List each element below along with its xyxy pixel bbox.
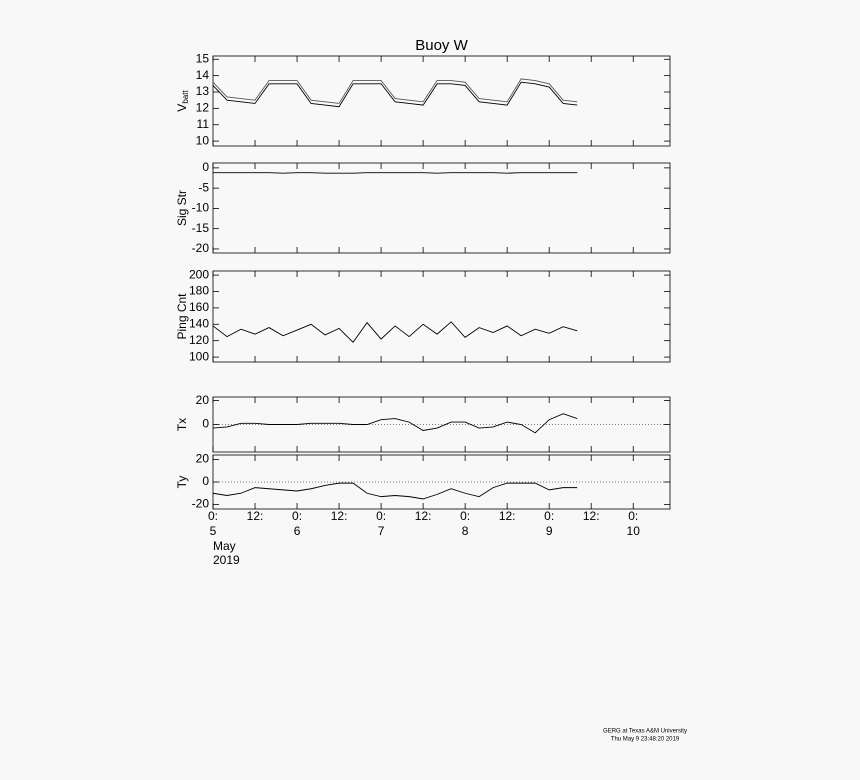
y-axis-label-text: V xyxy=(175,104,189,112)
x-tick-day: 7 xyxy=(378,524,385,538)
y-tick-label: -20 xyxy=(192,497,210,511)
y-axis-label-text: Sig Str xyxy=(175,190,189,226)
y-axis-label-text: Ty xyxy=(175,476,189,489)
x-tick-label: 12: xyxy=(583,509,600,523)
y-tick-label: -10 xyxy=(192,201,210,215)
footer-line: GERG at Texas A&M University xyxy=(603,729,687,735)
y-tick-label: 0 xyxy=(202,417,209,431)
data-line xyxy=(212,78,578,104)
x-tick-day: 9 xyxy=(546,524,553,538)
y-tick-label: 120 xyxy=(189,333,209,347)
data-line xyxy=(212,81,578,108)
plot-frame xyxy=(212,270,671,363)
footer-line: Thu May 9 23:48:20 2019 xyxy=(611,737,680,743)
x-tick-day: 10 xyxy=(627,524,641,538)
x-tick-label: 0: xyxy=(628,509,638,523)
y-tick-label: 14 xyxy=(196,68,210,82)
y-tick-label: 20 xyxy=(196,452,210,466)
y-tick-label: -20 xyxy=(192,241,210,255)
y-axis-label: Vbatt xyxy=(175,90,190,112)
y-tick-label: 12 xyxy=(196,101,210,115)
y-axis-label: Ping Cnt xyxy=(175,293,189,340)
x-tick-day: 6 xyxy=(294,524,301,538)
x-tick-label: 12: xyxy=(331,509,348,523)
x-tick-label: 12: xyxy=(415,509,432,523)
y-axis-label-text: Tx xyxy=(175,418,189,431)
data-line xyxy=(212,482,578,500)
chart-title: Buoy W xyxy=(415,37,468,54)
y-axis-label: Sig Str xyxy=(175,190,189,226)
x-tick-label: 0: xyxy=(208,509,218,523)
data-line xyxy=(212,413,578,434)
y-axis-label-sub: batt xyxy=(181,90,190,104)
plot-frame xyxy=(212,162,671,254)
y-tick-label: 13 xyxy=(196,84,210,98)
x-tick-label: 12: xyxy=(247,509,264,523)
y-axis-label: Ty xyxy=(175,476,189,489)
y-tick-label: 11 xyxy=(197,117,210,131)
y-tick-label: 140 xyxy=(189,316,209,330)
x-tick-label: 0: xyxy=(292,509,302,523)
x-tick-label: 0: xyxy=(460,509,470,523)
y-tick-label: 10 xyxy=(196,133,210,147)
x-tick-day: 8 xyxy=(462,524,469,538)
y-axis-label-text: Ping Cnt xyxy=(175,293,189,340)
y-tick-label: 15 xyxy=(196,51,210,65)
x-tick-day: 5 xyxy=(210,524,217,538)
y-tick-label: 20 xyxy=(196,393,210,407)
x-year: 2019 xyxy=(213,553,240,567)
x-tick-label: 0: xyxy=(544,509,554,523)
y-tick-label: 160 xyxy=(189,300,209,314)
y-tick-label: 0 xyxy=(202,474,209,488)
y-tick-label: 180 xyxy=(189,284,209,298)
plot-frame xyxy=(212,55,671,147)
y-tick-label: 100 xyxy=(189,349,209,363)
x-month: May xyxy=(213,539,236,553)
data-line xyxy=(212,321,578,344)
y-tick-label: 200 xyxy=(189,267,209,281)
y-tick-label: -15 xyxy=(192,221,210,235)
y-axis-label: Tx xyxy=(175,418,189,431)
x-tick-label: 0: xyxy=(376,509,386,523)
y-tick-label: 0 xyxy=(202,160,209,174)
y-tick-label: -5 xyxy=(198,180,209,194)
x-tick-label: 12: xyxy=(499,509,516,523)
